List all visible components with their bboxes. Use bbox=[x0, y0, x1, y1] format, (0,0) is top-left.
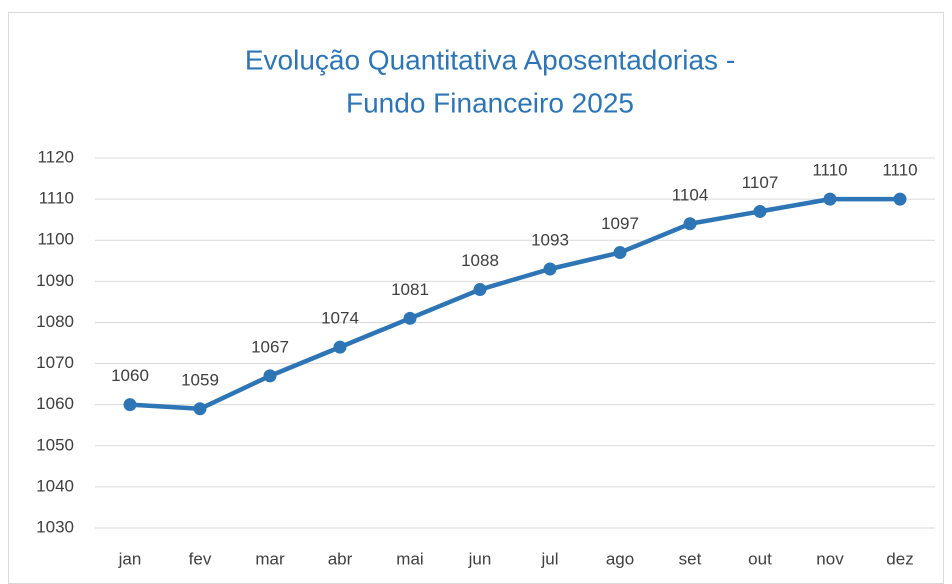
x-tick-label: nov bbox=[816, 549, 844, 568]
y-tick-label: 1070 bbox=[36, 353, 74, 372]
x-tick-label: mai bbox=[396, 549, 423, 568]
data-label: 1074 bbox=[321, 309, 359, 328]
x-tick-label: out bbox=[748, 549, 772, 568]
data-point bbox=[823, 192, 837, 206]
data-point bbox=[753, 204, 767, 218]
data-label: 1067 bbox=[251, 337, 289, 356]
data-point bbox=[263, 369, 277, 383]
data-label: 1110 bbox=[812, 161, 847, 180]
data-label: 1059 bbox=[181, 370, 219, 389]
y-tick-label: 1120 bbox=[37, 147, 74, 166]
x-tick-label: jun bbox=[468, 549, 492, 568]
x-tick-label: abr bbox=[328, 549, 353, 568]
data-point bbox=[893, 192, 907, 206]
y-tick-label: 1110 bbox=[39, 189, 74, 208]
x-tick-label: jan bbox=[118, 549, 142, 568]
chart-title: Evolução Quantitativa Aposentadorias - bbox=[245, 44, 735, 75]
y-tick-label: 1030 bbox=[36, 517, 74, 536]
chart-frame bbox=[8, 12, 944, 584]
x-tick-label: ago bbox=[606, 549, 634, 568]
x-tick-label: fev bbox=[189, 549, 212, 568]
data-point bbox=[683, 217, 697, 231]
data-label: 1104 bbox=[672, 185, 709, 204]
data-label: 1093 bbox=[531, 230, 569, 249]
data-label: 1110 bbox=[882, 161, 917, 180]
data-point bbox=[333, 340, 347, 354]
y-tick-label: 1050 bbox=[36, 435, 74, 454]
x-tick-label: set bbox=[679, 549, 702, 568]
data-point bbox=[613, 246, 627, 260]
y-tick-label: 1060 bbox=[36, 394, 74, 413]
y-tick-label: 1090 bbox=[36, 271, 74, 290]
y-tick-label: 1040 bbox=[36, 476, 74, 495]
x-tick-label: mar bbox=[255, 549, 285, 568]
data-point bbox=[403, 311, 417, 325]
y-tick-label: 1080 bbox=[36, 312, 74, 331]
data-point bbox=[473, 283, 487, 297]
chart-title: Fundo Financeiro 2025 bbox=[346, 87, 634, 118]
x-tick-label: jul bbox=[540, 549, 558, 568]
data-point bbox=[543, 262, 557, 276]
data-label: 1060 bbox=[111, 366, 149, 385]
data-label: 1097 bbox=[601, 214, 639, 233]
data-label: 1107 bbox=[742, 173, 779, 192]
y-tick-label: 1100 bbox=[37, 230, 74, 249]
data-label: 1081 bbox=[391, 280, 429, 299]
x-tick-label: dez bbox=[886, 549, 913, 568]
data-label: 1088 bbox=[461, 251, 499, 270]
data-point bbox=[193, 402, 207, 416]
series-line bbox=[129, 196, 900, 412]
data-point bbox=[123, 398, 137, 412]
